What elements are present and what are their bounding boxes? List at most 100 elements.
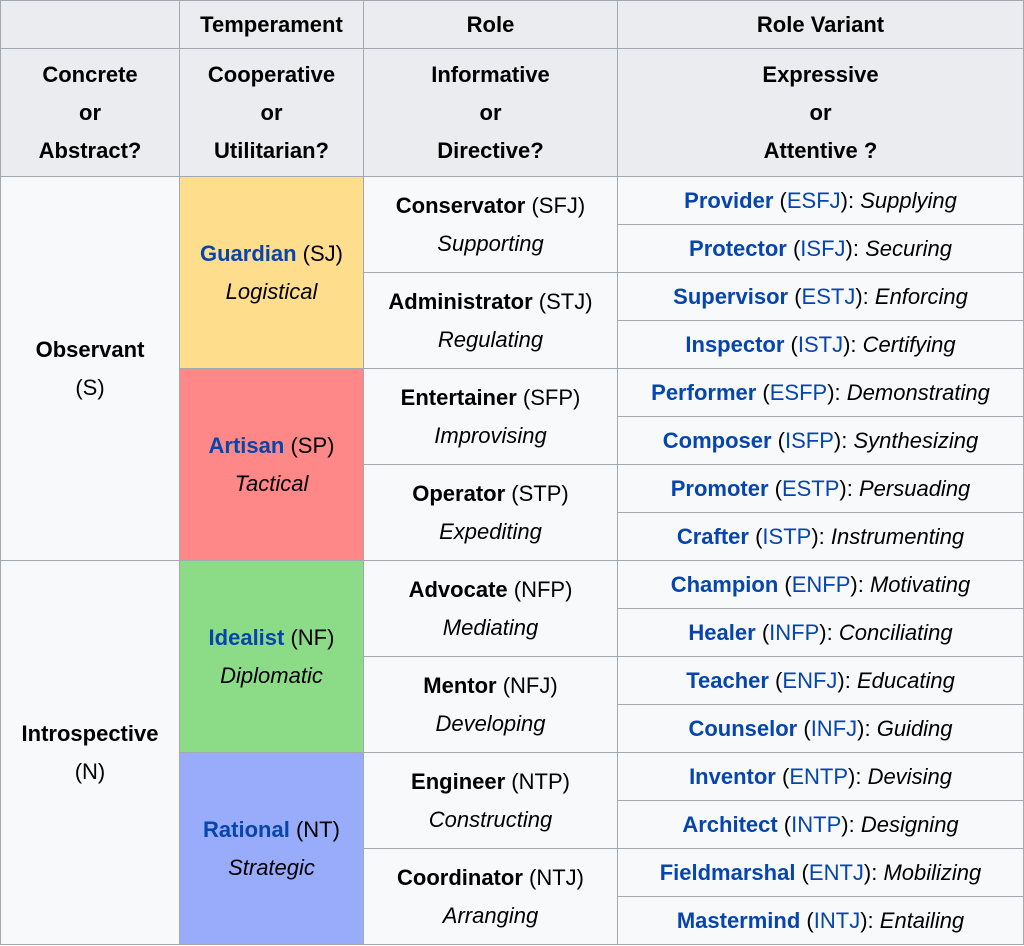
header-line: or <box>809 99 832 125</box>
role-description: Supporting <box>437 230 544 256</box>
role-cell: Administrator (STJ) Regulating <box>363 272 618 369</box>
temperament-description: Logistical <box>225 278 318 304</box>
temperament-link[interactable]: Idealist <box>208 624 285 650</box>
header-line: or <box>79 99 101 125</box>
variant-name-link[interactable]: Healer <box>688 619 756 645</box>
role-title: Engineer (NTP) <box>364 763 617 801</box>
temperament-code: (NT) <box>289 816 340 842</box>
table-row: Introspective (N) Idealist (NF) Diplomatic A… <box>0 560 1024 945</box>
group-cell-observant: Observant (S) <box>0 176 180 561</box>
variant-description: Educating <box>856 667 955 693</box>
role-variant-cell: Mastermind (INTJ): Entailing <box>617 896 1024 945</box>
role-code: (NFJ) <box>496 672 558 698</box>
role-cell: Operator (STP) Expediting <box>363 464 618 561</box>
variant-type-link[interactable]: ENFJ <box>782 667 838 693</box>
paren-open: ( <box>788 283 802 309</box>
table-row: Rational (NT) Strategic Engineer (NTP) Cons… <box>1 752 1024 945</box>
variant-type-link[interactable]: ESFP <box>769 379 828 405</box>
variant-name-link[interactable]: Counselor <box>688 715 798 741</box>
role-title: Entertainer (SFP) <box>364 379 617 417</box>
role-title: Operator (STP) <box>364 475 617 513</box>
role-cell: Coordinator (NTJ) Arranging <box>363 848 618 945</box>
variant-name-link[interactable]: Inventor <box>689 763 776 789</box>
variant-name-link[interactable]: Composer <box>662 427 772 453</box>
role-name: Coordinator <box>397 864 523 890</box>
variant-type-link[interactable]: ENTJ <box>808 859 864 885</box>
temperament-title: Idealist (NF) <box>180 619 363 657</box>
role-variant-cell: Protector (ISFJ): Securing <box>617 224 1024 273</box>
table-row: Architect (INTP): Designing <box>1 800 1024 849</box>
role-variant-cell: Architect (INTP): Designing <box>617 800 1024 849</box>
paren-open: ( <box>784 331 798 357</box>
role-code: (NFP) <box>507 576 573 602</box>
temperament-link[interactable]: Artisan <box>208 432 285 458</box>
role-code: (SFP) <box>516 384 581 410</box>
variant-type-link[interactable]: ISFJ <box>800 235 846 261</box>
temperament-cell-idealist: Idealist (NF) Diplomatic <box>179 560 364 753</box>
variant-description: Designing <box>860 811 959 837</box>
temperament-link[interactable]: Rational <box>203 816 290 842</box>
variant-name-link[interactable]: Supervisor <box>673 283 789 309</box>
role-variant-cell: Promoter (ESTP): Persuading <box>617 464 1024 513</box>
header-line: Cooperative <box>207 61 336 87</box>
variant-name-link[interactable]: Promoter <box>670 475 769 501</box>
variant-description: Mobilizing <box>883 859 982 885</box>
role-title: Administrator (STJ) <box>364 283 617 321</box>
table-row: Composer (ISFP): Synthesizing <box>1 416 1024 465</box>
variant-type-link[interactable]: ESTP <box>781 475 840 501</box>
header-row-2: Concrete or Abstract? Cooperative or Uti… <box>0 48 1024 177</box>
variant-name-link[interactable]: Inspector <box>685 331 785 357</box>
variant-name-link[interactable]: Protector <box>689 235 787 261</box>
paren-close: ): <box>827 379 847 405</box>
variant-name-link[interactable]: Architect <box>682 811 778 837</box>
variant-name-link[interactable]: Performer <box>651 379 757 405</box>
role-cell: Mentor (NFJ) Developing <box>363 656 618 753</box>
role-description: Improvising <box>434 422 547 448</box>
table-row: Mastermind (INTJ): Entailing <box>1 896 1024 945</box>
role-description: Expediting <box>439 518 542 544</box>
paren-close: ): <box>855 283 875 309</box>
variant-type-link[interactable]: ISTJ <box>797 331 844 357</box>
variant-type-link[interactable]: ESFJ <box>786 187 841 213</box>
role-variant-cell: Supervisor (ESTJ): Enforcing <box>617 272 1024 321</box>
variant-name-link[interactable]: Teacher <box>686 667 769 693</box>
variant-description: Entailing <box>879 907 965 933</box>
variant-name-link[interactable]: Mastermind <box>676 907 801 933</box>
variant-name-link[interactable]: Crafter <box>676 523 749 549</box>
paren-open: ( <box>775 763 790 789</box>
variant-type-link[interactable]: ESTJ <box>801 283 856 309</box>
header-line: Informative <box>431 61 550 87</box>
variant-type-link[interactable]: ENFP <box>791 571 851 597</box>
paren-close: ): <box>850 571 870 597</box>
paren-open: ( <box>773 187 787 213</box>
paren-open: ( <box>777 811 792 837</box>
variant-description: Persuading <box>858 475 971 501</box>
role-variant-cell: Provider (ESFJ): Supplying <box>617 176 1024 225</box>
variant-type-link[interactable]: ISFP <box>785 427 834 453</box>
variant-name-link[interactable]: Provider <box>684 187 774 213</box>
role-code: (STJ) <box>532 288 593 314</box>
role-cell: Conservator (SFJ) Supporting <box>363 176 618 273</box>
temperament-description: Diplomatic <box>220 662 323 688</box>
temperament-link[interactable]: Guardian <box>199 240 297 266</box>
variant-name-link[interactable]: Champion <box>670 571 779 597</box>
variant-type-link[interactable]: INFP <box>769 619 820 645</box>
variant-type-link[interactable]: ISTP <box>762 523 812 549</box>
variant-type-link[interactable]: INTJ <box>813 907 861 933</box>
variant-description: Demonstrating <box>846 379 990 405</box>
variant-type-link[interactable]: ENTP <box>789 763 848 789</box>
temperament-description: Tactical <box>234 470 309 496</box>
temperament-code: (SJ) <box>296 240 344 266</box>
role-description: Constructing <box>428 806 553 832</box>
temperament-cell-artisan: Artisan (SP) Tactical <box>179 368 364 561</box>
variant-name-link[interactable]: Fieldmarshal <box>659 859 796 885</box>
role-name: Engineer <box>411 768 506 794</box>
role-variant-cell: Crafter (ISTP): Instrumenting <box>617 512 1024 561</box>
role-cell: Engineer (NTP) Constructing <box>363 752 618 849</box>
variant-type-link[interactable]: INTP <box>791 811 842 837</box>
temperament-cell-rational: Rational (NT) Strategic <box>179 752 364 945</box>
variant-type-link[interactable]: INFJ <box>810 715 858 741</box>
paren-open: ( <box>778 571 792 597</box>
paren-open: ( <box>748 523 763 549</box>
